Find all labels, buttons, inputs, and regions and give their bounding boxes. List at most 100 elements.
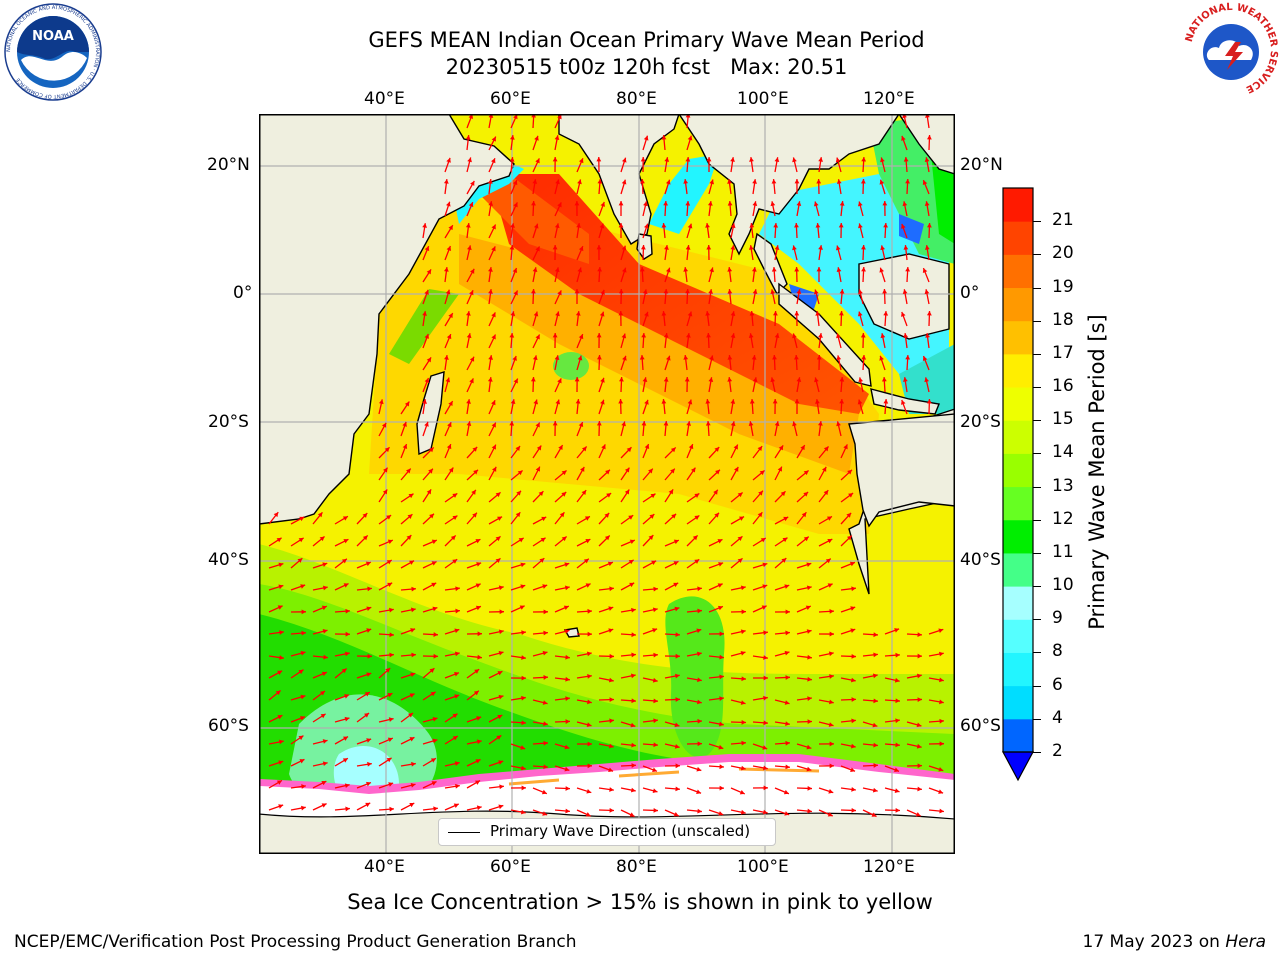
title-line-2: 20230515 t00z 120h fcst Max: 20.51 bbox=[445, 55, 848, 79]
wave-direction-arrowhead bbox=[387, 693, 393, 698]
wave-direction-arrowhead bbox=[455, 608, 460, 614]
wave-direction-arrowhead bbox=[472, 512, 477, 518]
wave-direction-arrowhead bbox=[828, 722, 834, 727]
colorbar-tick-label: 13 bbox=[1052, 475, 1074, 496]
colorbar-segment bbox=[1003, 221, 1033, 255]
wave-direction-arrowhead bbox=[443, 179, 449, 184]
wave-direction-arrowhead bbox=[299, 516, 305, 522]
wave-direction-arrowhead bbox=[782, 537, 788, 543]
colorbar-segment bbox=[1003, 552, 1033, 587]
wave-direction-arrowhead bbox=[850, 743, 856, 749]
wave-direction-arrowhead bbox=[345, 631, 350, 637]
colorbar-tick-mark bbox=[1033, 552, 1041, 554]
wave-direction-arrowhead bbox=[697, 586, 702, 592]
wave-direction-arrowhead bbox=[320, 690, 325, 696]
wave-direction-arrowhead bbox=[903, 157, 909, 162]
wave-direction-arrowhead bbox=[366, 781, 371, 787]
wave-direction-arrowhead bbox=[410, 782, 416, 788]
wave-direction-arrowhead bbox=[597, 355, 602, 360]
wave-direction-arrowhead bbox=[895, 718, 900, 724]
wave-direction-arrowhead bbox=[472, 446, 478, 452]
wave-direction-arrowhead bbox=[475, 539, 481, 544]
colorbar-tick-label: 6 bbox=[1052, 674, 1063, 695]
wave-direction-arrowhead bbox=[343, 583, 349, 588]
wave-direction-arrowhead bbox=[628, 559, 634, 565]
wave-direction-arrowhead bbox=[495, 558, 501, 564]
wave-direction-arrowhead bbox=[559, 512, 565, 518]
wave-direction-arrowhead bbox=[409, 737, 415, 742]
wave-direction-arrowhead bbox=[452, 713, 458, 719]
wave-direction-arrowhead bbox=[706, 245, 712, 250]
wave-direction-arrowhead bbox=[690, 467, 696, 473]
wave-direction-arrowhead bbox=[452, 493, 458, 498]
land-masses bbox=[260, 115, 954, 638]
wave-direction-arrowhead bbox=[515, 512, 521, 518]
wave-direction-arrowhead bbox=[600, 377, 605, 383]
wave-direction-arrowhead bbox=[509, 157, 515, 162]
wave-direction-arrowhead bbox=[751, 267, 757, 272]
wave-direction-arrowhead bbox=[564, 766, 570, 772]
wave-direction-arrowhead bbox=[445, 377, 451, 383]
wave-direction-arrowhead bbox=[475, 583, 481, 588]
wave-direction-arrowhead bbox=[873, 632, 878, 638]
wave-direction-arrowhead bbox=[894, 628, 900, 633]
wave-direction-arrowhead bbox=[608, 743, 614, 749]
wave-direction-arrowhead bbox=[792, 245, 797, 251]
wave-direction-arrowhead bbox=[665, 267, 671, 273]
wave-direction-arrowhead bbox=[673, 582, 679, 588]
wave-direction-arrowhead bbox=[661, 399, 667, 404]
wave-direction-arrowhead bbox=[495, 536, 501, 542]
wave-direction-arrowhead bbox=[917, 786, 922, 792]
colorbar-segment bbox=[1003, 287, 1033, 322]
wave-direction-arrowhead bbox=[516, 490, 521, 496]
wave-direction-arrowhead bbox=[639, 355, 645, 360]
wave-direction-arrowhead bbox=[901, 135, 906, 141]
wave-direction-arrowhead bbox=[873, 652, 878, 658]
wave-direction-arrowhead bbox=[739, 789, 745, 795]
wave-direction-arrowhead bbox=[752, 377, 758, 383]
wave-direction-arrowhead bbox=[922, 268, 928, 274]
wave-direction-arrowhead bbox=[322, 739, 328, 744]
colorbar-segment bbox=[1003, 353, 1033, 388]
wave-direction-arrowhead bbox=[581, 490, 587, 496]
wave-direction-arrowhead bbox=[663, 201, 669, 206]
wave-direction-arrowhead bbox=[675, 786, 680, 792]
colorbar-segment bbox=[1003, 254, 1033, 289]
wave-direction-arrowhead bbox=[555, 311, 560, 317]
wave-direction-arrowhead bbox=[730, 333, 736, 339]
wave-direction-arrowhead bbox=[653, 742, 658, 748]
wave-direction-arrowhead bbox=[927, 223, 932, 228]
wave-direction-arrowhead bbox=[719, 631, 724, 637]
wave-direction-arrowhead bbox=[671, 513, 677, 519]
wave-direction-arrowhead bbox=[531, 289, 536, 294]
wave-direction-arrowhead bbox=[433, 653, 438, 659]
wave-direction-arrowhead bbox=[517, 470, 523, 476]
wave-direction-arrowhead bbox=[784, 584, 790, 589]
colorbar-tick-label: 8 bbox=[1052, 641, 1063, 662]
wave-direction-arrowhead bbox=[916, 673, 922, 679]
wave-direction-arrowhead bbox=[367, 586, 372, 592]
y-tick-left-40s: 40°S bbox=[208, 550, 249, 570]
wave-direction-arrowhead bbox=[446, 246, 452, 251]
wave-direction-arrowhead bbox=[300, 716, 306, 721]
y-tick-left-20s: 20°S bbox=[208, 412, 249, 432]
wave-direction-arrowhead bbox=[749, 399, 755, 404]
wave-direction-arrowhead bbox=[278, 739, 284, 745]
wave-direction-arrowhead bbox=[378, 399, 384, 405]
wave-direction-arrowhead bbox=[596, 245, 602, 250]
wave-direction-arrowhead bbox=[846, 512, 852, 518]
wave-direction-arrowhead bbox=[673, 539, 679, 545]
wave-direction-arrowhead bbox=[409, 693, 415, 698]
wave-direction-arrowhead bbox=[468, 115, 474, 119]
wave-direction-arrowhead bbox=[430, 758, 436, 763]
wave-direction-arrowhead bbox=[848, 493, 854, 498]
wave-direction-arrowhead bbox=[608, 767, 614, 772]
wave-direction-arrowhead bbox=[453, 803, 459, 808]
wave-direction-arrowhead bbox=[939, 808, 944, 814]
wave-direction-arrowhead bbox=[770, 289, 776, 295]
wave-direction-arrowhead bbox=[873, 698, 878, 704]
wave-direction-arrowhead bbox=[643, 201, 648, 207]
wave-direction-arrowhead bbox=[740, 650, 746, 656]
wave-direction-arrowhead bbox=[839, 377, 845, 382]
wave-direction-arrowhead bbox=[644, 399, 649, 405]
